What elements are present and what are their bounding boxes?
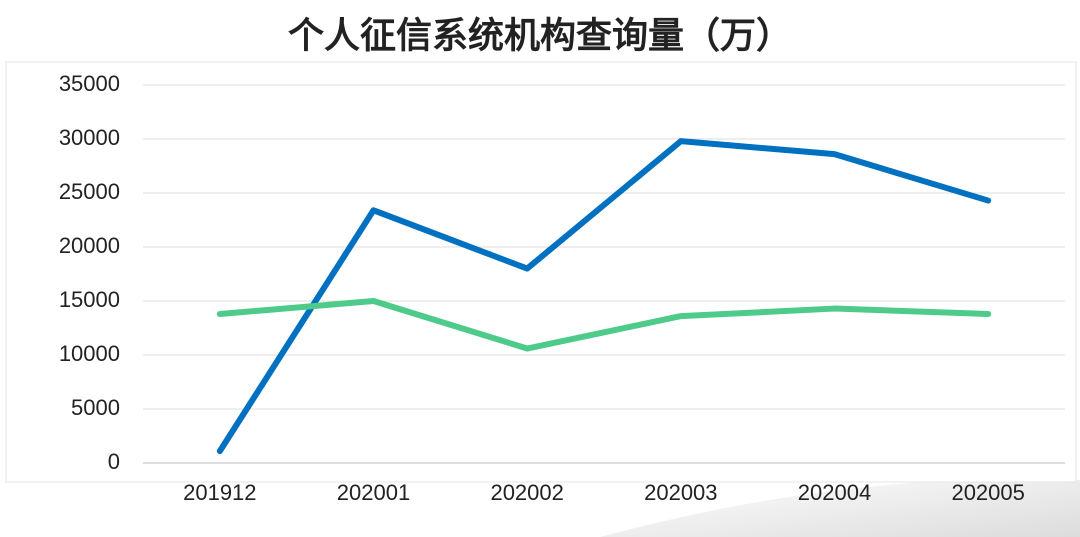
x-tick-label: 202005 [951, 480, 1024, 505]
y-tick-label: 10000 [59, 341, 120, 366]
x-tick-label: 202004 [798, 480, 871, 505]
x-tick-label: 201912 [183, 480, 256, 505]
y-tick-label: 30000 [59, 125, 120, 150]
x-tick-label: 202002 [490, 480, 563, 505]
y-tick-label: 20000 [59, 233, 120, 258]
plot-frame [5, 61, 1077, 483]
decor-swoosh [600, 478, 1080, 537]
y-tick-label: 15000 [59, 287, 120, 312]
y-tick-label: 5000 [71, 395, 120, 420]
x-tick-label: 202003 [644, 480, 717, 505]
chart-title: 个人征信系统机构查询量（万） [288, 15, 792, 56]
series-line [216, 298, 992, 352]
y-tick-label: 25000 [59, 179, 120, 204]
y-tick-label: 35000 [59, 71, 120, 96]
x-tick-label: 202001 [337, 480, 410, 505]
y-tick-label: 0 [108, 449, 120, 474]
series-line [216, 138, 992, 455]
